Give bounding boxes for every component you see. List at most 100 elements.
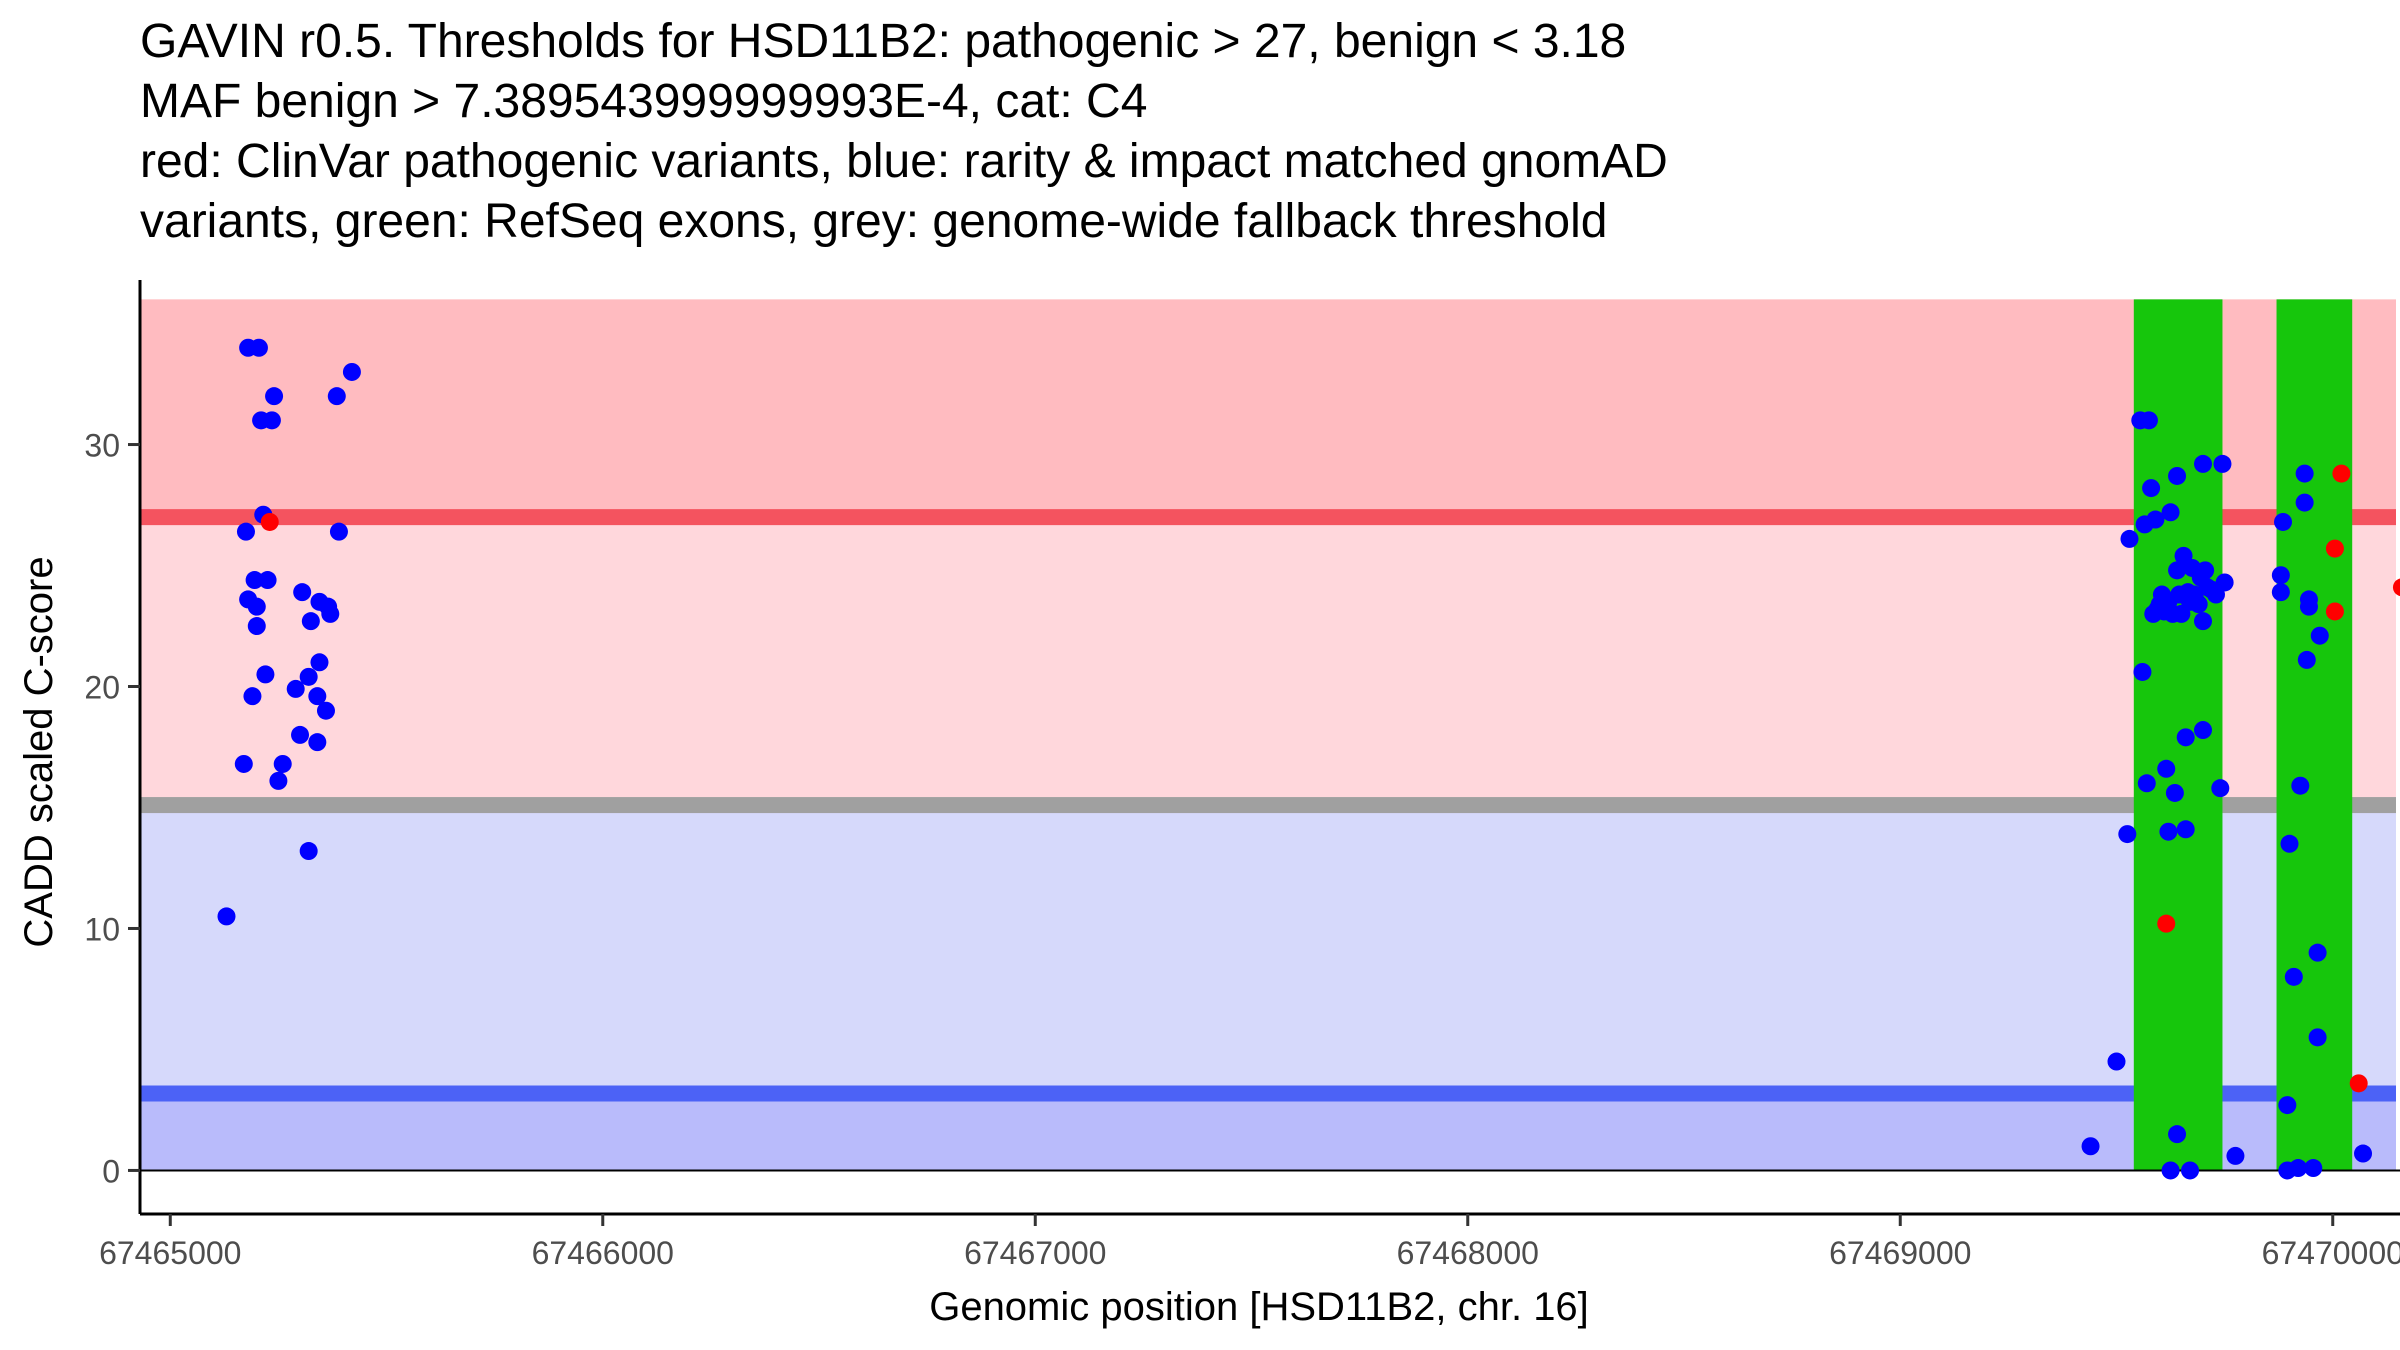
gnomad-point xyxy=(2271,566,2290,585)
gnomad-point xyxy=(243,687,262,706)
gnomad-point xyxy=(249,338,268,357)
gnomad-point xyxy=(2354,1144,2373,1163)
benign-threshold-line xyxy=(140,1085,2396,1102)
upper-fallback-band xyxy=(140,517,2396,806)
gnomad-point xyxy=(329,522,348,541)
gnomad-point xyxy=(269,771,288,790)
lower-fallback-band xyxy=(140,805,2396,1094)
gnomad-point xyxy=(2211,779,2230,798)
gnomad-point xyxy=(258,571,277,590)
x-tick-label: 67470000 xyxy=(2262,1235,2400,1271)
gnomad-point xyxy=(2289,1159,2308,1178)
gnomad-point xyxy=(2118,825,2137,844)
gnomad-point xyxy=(299,842,318,861)
y-axis-label: CADD scaled C-score xyxy=(17,556,61,947)
clinvar-point xyxy=(2157,914,2176,933)
gnomad-point xyxy=(2310,626,2329,645)
gnomad-point xyxy=(2194,721,2213,740)
gnomad-point xyxy=(247,597,266,616)
gnomad-point xyxy=(2139,411,2158,430)
gnomad-point xyxy=(2215,573,2234,592)
y-tick-label: 30 xyxy=(84,428,120,464)
gnomad-point xyxy=(2165,783,2184,802)
gnomad-point xyxy=(2278,1096,2297,1115)
gnomad-point xyxy=(291,725,310,744)
fallback-threshold-line xyxy=(140,797,2396,814)
gnomad-point xyxy=(286,679,305,698)
gnomad-point xyxy=(2291,776,2310,795)
gnomad-point xyxy=(2157,759,2176,778)
x-tick-label: 67467000 xyxy=(964,1235,1106,1271)
gnomad-point xyxy=(2189,595,2208,614)
title-line-2: MAF benign > 7.389543999999993E-4, cat: … xyxy=(140,75,1148,128)
clinvar-point xyxy=(260,512,279,531)
gnomad-point xyxy=(2213,454,2232,473)
gnomad-point xyxy=(2176,728,2195,747)
gnomad-point xyxy=(2161,1161,2180,1180)
x-tick-label: 67465000 xyxy=(99,1235,241,1271)
threshold-bands xyxy=(140,299,2396,1171)
gnomad-point xyxy=(2168,466,2187,485)
data-points xyxy=(217,338,2400,1180)
gnomad-point xyxy=(2308,943,2327,962)
gnomad-point xyxy=(2299,597,2318,616)
gnomad-point xyxy=(293,583,312,602)
gnomad-point xyxy=(2280,834,2299,853)
title-line-1: GAVIN r0.5. Thresholds for HSD11B2: path… xyxy=(140,15,1627,68)
gnomad-point xyxy=(234,754,253,773)
gnomad-point xyxy=(2271,583,2290,602)
pathogenic-threshold-line xyxy=(140,509,2396,526)
chart-title: GAVIN r0.5. Thresholds for HSD11B2: path… xyxy=(140,12,1668,252)
gnomad-point xyxy=(265,387,284,406)
gnomad-point xyxy=(2168,561,2187,580)
gnomad-point xyxy=(236,522,255,541)
gnomad-point xyxy=(2194,612,2213,631)
gnomad-point xyxy=(2274,512,2293,531)
y-tick-label: 10 xyxy=(84,911,120,947)
pathogenic-band xyxy=(140,299,2396,518)
y-tick-label: 20 xyxy=(84,670,120,706)
clinvar-point xyxy=(2325,539,2344,558)
y-tick-label: 0 xyxy=(102,1153,120,1189)
title-line-4: variants, green: RefSeq exons, grey: gen… xyxy=(140,195,1608,248)
gnomad-point xyxy=(262,411,281,430)
gnomad-point xyxy=(342,362,361,381)
x-tick-label: 67466000 xyxy=(532,1235,674,1271)
gnomad-point xyxy=(2161,503,2180,522)
gnomad-point xyxy=(247,617,266,636)
gnomad-point xyxy=(2142,479,2161,498)
gnomad-point xyxy=(321,604,340,623)
gnomad-point xyxy=(2159,822,2178,841)
clinvar-point xyxy=(2392,578,2400,597)
gnomad-point xyxy=(245,571,264,590)
title-line-3: red: ClinVar pathogenic variants, blue: … xyxy=(140,135,1668,188)
gnomad-point xyxy=(2107,1052,2126,1071)
x-tick-label: 67468000 xyxy=(1397,1235,1539,1271)
gnomad-point xyxy=(2081,1137,2100,1156)
gnomad-point xyxy=(2226,1146,2245,1165)
exon-2 xyxy=(2276,299,2353,1171)
axes: 0 10 20 30 67465000 67466000 67467000 67468000 6… xyxy=(84,280,2400,1271)
gnomad-point xyxy=(2120,529,2139,548)
gnomad-point xyxy=(310,653,329,672)
gnomad-point xyxy=(2176,820,2195,839)
gnomad-point xyxy=(327,387,346,406)
gnomad-point xyxy=(273,754,292,773)
gnomad-point xyxy=(2295,493,2314,512)
gnomad-point xyxy=(308,733,327,752)
gnomad-point xyxy=(2304,1159,2323,1178)
x-axis-label: Genomic position [HSD11B2, chr. 16] xyxy=(929,1285,1589,1329)
gnomad-point xyxy=(217,907,236,926)
gnomad-point xyxy=(2133,662,2152,681)
clinvar-point xyxy=(2349,1074,2368,1093)
gnomad-point xyxy=(2181,1161,2200,1180)
gnomad-point xyxy=(316,701,335,720)
gnomad-point xyxy=(256,665,275,684)
gnomad-point xyxy=(2297,650,2316,669)
gnomad-point xyxy=(2194,454,2213,473)
gnomad-point xyxy=(2308,1028,2327,1047)
gnomad-point xyxy=(2196,561,2215,580)
benign-band xyxy=(140,1093,2396,1171)
gnomad-point xyxy=(2168,1125,2187,1144)
